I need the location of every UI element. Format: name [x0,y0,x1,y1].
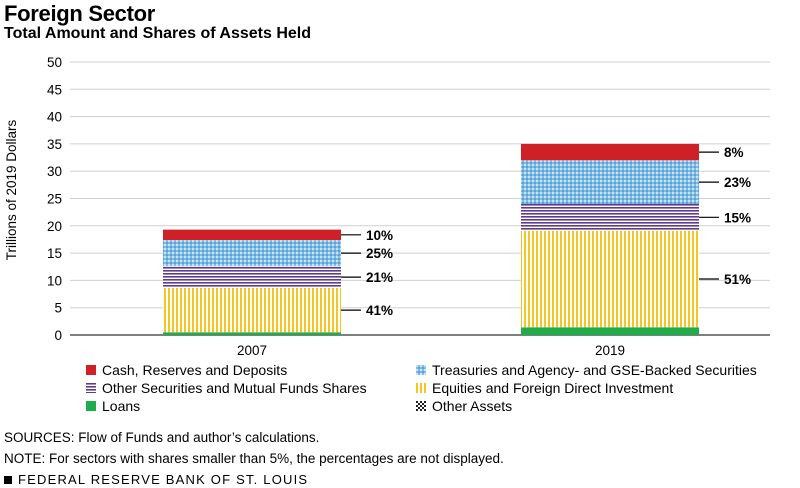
sources-text: SOURCES: Flow of Funds and author’s calc… [4,430,320,445]
footer: FEDERAL RESERVE BANK OF ST. LOUIS [4,472,308,487]
y-tick-label: 45 [47,82,62,97]
legend-label: Other Securities and Mutual Funds Shares [102,380,367,396]
bar-segment-other_sec-2019 [521,203,699,231]
x-tick-label: 2019 [595,343,625,358]
legend-swatch [416,365,426,375]
chart-title: Foreign Sector [4,1,156,26]
legend-label: Treasuries and Agency- and GSE-Backed Se… [432,362,757,378]
y-tick-label: 35 [47,137,62,152]
legend-swatch [86,401,96,411]
bar-segment-loans-2019 [521,327,699,335]
y-tick-label: 30 [47,164,62,179]
share-label: 8% [724,145,744,160]
legend-label: Loans [102,398,141,414]
legend-item: Other Securities and Mutual Funds Shares [86,380,367,396]
legend-label: Other Assets [432,398,513,414]
x-tick-label: 2007 [237,343,267,358]
bar-segment-cash-2007 [163,229,341,240]
legend-item: Other Assets [416,398,512,414]
y-tick-label: 5 [54,301,62,316]
share-labels: 41% 21% 25% 10% 51% 15% 23% 8% [341,145,751,318]
y-axis-ticks: 0 5 10 15 20 25 30 35 40 45 50 [47,55,62,343]
note-text: NOTE: For sectors with shares smaller th… [4,451,504,466]
legend-label: Cash, Reserves and Deposits [102,362,288,378]
share-label: 15% [724,210,751,225]
bar-segment-equities-2007 [163,288,341,333]
legend-item: Treasuries and Agency- and GSE-Backed Se… [416,362,757,378]
legend-swatch [86,383,96,393]
chart-subtitle: Total Amount and Shares of Assets Held [4,25,312,42]
y-tick-label: 15 [47,246,62,261]
bar-segment-treasuries-2019 [521,160,699,204]
y-axis-label: Trillions of 2019 Dollars [4,119,19,260]
x-axis-ticks: 2007 2019 [237,343,625,358]
y-tick-label: 40 [47,110,62,125]
bar-segment-treasuries-2007 [163,239,341,267]
share-label: 10% [366,228,393,243]
bar-segment-equities-2019 [521,230,699,328]
footer-square-icon [4,475,12,484]
share-label: 25% [366,246,393,261]
legend-swatch [416,401,426,411]
bar-segment-cash-2019 [521,143,699,161]
legend-item: Cash, Reserves and Deposits [86,362,287,378]
share-label: 41% [366,303,393,318]
share-label: 21% [366,270,393,285]
legend-item: Loans [86,398,140,414]
y-tick-label: 50 [47,55,62,70]
y-tick-label: 0 [54,328,62,343]
y-tick-label: 25 [47,192,62,207]
bar-segment-other_sec-2007 [163,266,341,289]
y-tick-label: 20 [47,219,62,234]
legend-item: Equities and Foreign Direct Investment [416,380,673,396]
legend-swatch [416,383,426,393]
share-label: 51% [724,272,751,287]
footer-text: FEDERAL RESERVE BANK OF ST. LOUIS [18,472,309,487]
share-label: 23% [724,175,751,190]
legend-label: Equities and Foreign Direct Investment [432,380,674,396]
bar-segment-loans-2007 [163,332,341,335]
legend-swatch [86,365,96,375]
y-tick-label: 10 [47,273,62,288]
bars [163,143,699,335]
